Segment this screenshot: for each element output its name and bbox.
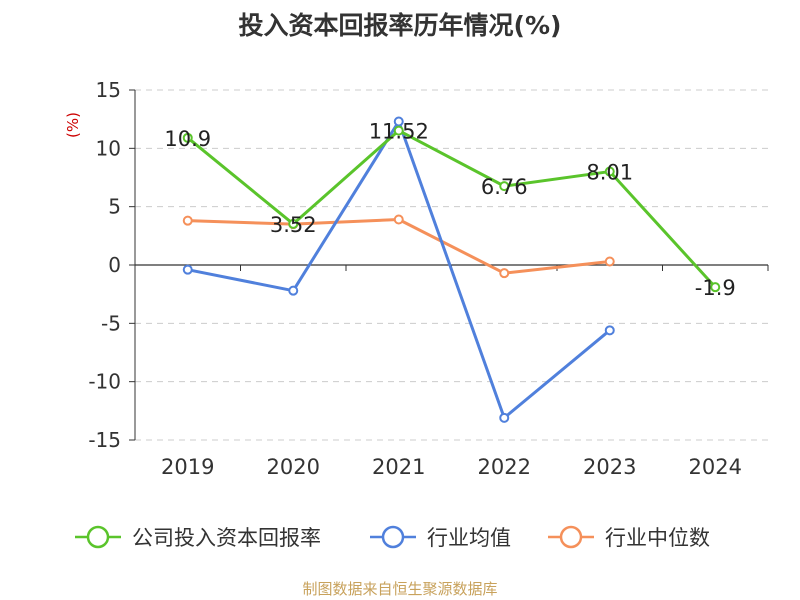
y-tick-label: 10 (96, 136, 121, 160)
legend-label: 行业均值 (427, 526, 511, 550)
data-point (182, 215, 193, 226)
data-point (604, 256, 615, 267)
x-tick-label: 2023 (583, 455, 636, 479)
legend: 公司投入资本回报率 行业均值 行业中位数 (75, 525, 710, 550)
x-tick-label: 2024 (689, 455, 742, 479)
y-tick-label: 15 (96, 78, 121, 102)
data-points (182, 116, 721, 423)
data-labels: 10.9 3.52 11.52 6.76 8.01 -1.9 (164, 120, 735, 301)
x-tick-label: 2022 (478, 455, 531, 479)
data-point (499, 268, 510, 279)
data-label: 10.9 (164, 127, 211, 151)
data-point (604, 166, 615, 177)
y-axis-label: (%) (64, 112, 82, 138)
data-point (393, 125, 404, 136)
y-tick-label: 0 (108, 253, 121, 277)
data-point (393, 116, 404, 127)
data-label: 6.76 (481, 175, 528, 199)
chart-title: 投入资本回报率历年情况(%) (238, 11, 562, 40)
data-label: -1.9 (695, 276, 736, 300)
legend-swatch-marker (559, 525, 583, 549)
series-line (186, 129, 717, 289)
legend-swatch-marker (381, 525, 405, 549)
data-point (604, 325, 615, 336)
legend-label: 公司投入资本回报率 (132, 526, 321, 550)
legend-label: 行业中位数 (605, 526, 710, 550)
y-tick-label: -15 (88, 428, 121, 452)
data-point (499, 181, 510, 192)
data-point (288, 285, 299, 296)
y-tick-label: -10 (88, 370, 121, 394)
data-point (182, 264, 193, 275)
axes: 15 10 5 0 -5 -10 -15 (%) 2019 2020 2021 2022 2023 202… (64, 78, 769, 479)
series-lines (186, 120, 717, 420)
data-source-note: 制图数据来自恒生聚源数据库 (302, 580, 498, 598)
x-tick-label: 2020 (267, 455, 320, 479)
data-point (499, 412, 510, 423)
data-point (393, 214, 404, 225)
data-point (288, 218, 299, 229)
data-label: 8.01 (586, 161, 633, 185)
y-tick-label: -5 (101, 311, 121, 335)
x-tick-label: 2019 (161, 455, 214, 479)
data-label: 3.52 (270, 213, 317, 237)
data-point (710, 282, 721, 293)
data-point (182, 132, 193, 143)
x-tick-label: 2021 (372, 455, 425, 479)
y-tick-label: 5 (108, 195, 121, 219)
legend-swatch-marker (86, 525, 110, 549)
data-label: 11.52 (369, 120, 429, 144)
